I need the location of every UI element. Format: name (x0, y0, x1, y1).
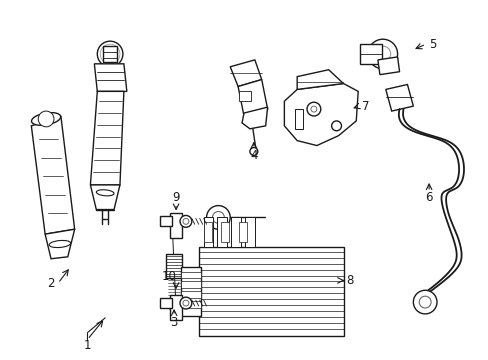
Polygon shape (45, 229, 75, 259)
Circle shape (249, 148, 257, 156)
Circle shape (331, 121, 341, 131)
Bar (231, 217, 241, 247)
Polygon shape (31, 116, 75, 234)
Text: 2: 2 (47, 277, 55, 290)
Bar (239, 91, 250, 101)
Circle shape (367, 39, 397, 69)
Polygon shape (242, 107, 267, 129)
Bar (217, 217, 227, 247)
Bar (170, 295, 182, 320)
Text: 1: 1 (83, 339, 91, 352)
Bar (181, 282, 200, 288)
Circle shape (310, 106, 316, 112)
Polygon shape (90, 185, 120, 210)
Polygon shape (297, 70, 343, 89)
Bar (181, 291, 200, 298)
Ellipse shape (96, 190, 114, 196)
Circle shape (180, 215, 191, 227)
Bar (170, 213, 182, 238)
Text: 4: 4 (249, 149, 257, 162)
Bar (181, 271, 200, 278)
Polygon shape (385, 85, 412, 111)
Bar (103, 46, 117, 62)
Text: 3: 3 (170, 316, 178, 329)
Circle shape (412, 290, 436, 314)
Circle shape (374, 46, 390, 62)
Circle shape (38, 111, 54, 127)
Text: 8: 8 (346, 274, 353, 287)
Circle shape (212, 212, 224, 223)
Bar (181, 267, 200, 316)
Circle shape (418, 296, 430, 308)
Polygon shape (230, 60, 261, 86)
Circle shape (100, 44, 120, 64)
Circle shape (97, 41, 122, 67)
Polygon shape (238, 80, 267, 116)
Bar (160, 298, 172, 308)
Text: 5: 5 (428, 38, 436, 51)
Polygon shape (90, 91, 123, 185)
Bar (198, 247, 344, 336)
Bar (181, 301, 200, 308)
Ellipse shape (49, 240, 71, 248)
Bar (203, 222, 211, 242)
Bar (244, 217, 254, 247)
Polygon shape (377, 57, 399, 75)
Bar (203, 217, 213, 247)
Circle shape (183, 300, 188, 306)
Text: 10: 10 (162, 270, 176, 283)
Polygon shape (94, 64, 126, 91)
Text: 9: 9 (172, 191, 180, 204)
Circle shape (306, 102, 320, 116)
Text: 7: 7 (362, 100, 369, 113)
Text: 6: 6 (425, 191, 432, 204)
Bar (360, 44, 381, 64)
Ellipse shape (31, 113, 61, 125)
Bar (160, 216, 172, 226)
Circle shape (180, 297, 191, 309)
Polygon shape (284, 84, 358, 145)
Bar (239, 222, 246, 242)
Circle shape (206, 206, 230, 229)
Circle shape (183, 219, 188, 224)
Bar (295, 109, 303, 129)
Bar (166, 254, 182, 278)
Bar (221, 222, 229, 242)
